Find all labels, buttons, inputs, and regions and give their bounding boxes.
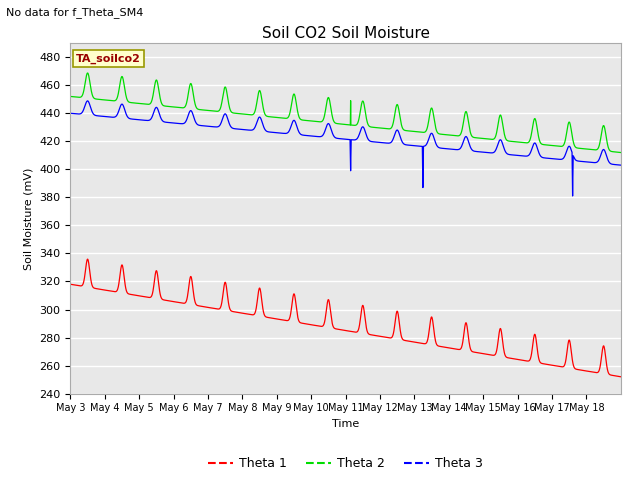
Theta 1 [617,374,625,380]
Theta 3 [588,159,595,165]
Theta 3 [206,123,214,129]
Theta 3 [67,110,74,116]
Text: TA_soilco2: TA_soilco2 [76,54,141,64]
Theta 1 [84,256,92,262]
Theta 3 [267,129,275,135]
Theta 3 [356,128,364,134]
Theta 3 [245,127,253,133]
Line: Theta 2: Theta 2 [70,73,621,153]
Title: Soil CO2 Soil Moisture: Soil CO2 Soil Moisture [262,25,429,41]
Theta 3 [617,162,625,168]
Line: Theta 3: Theta 3 [70,101,621,196]
Y-axis label: Soil Moisture (mV): Soil Moisture (mV) [24,167,34,270]
Theta 1 [356,316,364,322]
Theta 2 [587,146,595,152]
Theta 3 [84,98,92,104]
Theta 1 [245,312,253,317]
Theta 2 [584,146,591,152]
Theta 2 [206,108,214,114]
Legend: Theta 1, Theta 2, Theta 3: Theta 1, Theta 2, Theta 3 [203,453,488,475]
Theta 1 [267,315,275,321]
Theta 2 [617,150,625,156]
Theta 1 [67,281,74,287]
Text: No data for f_Theta_SM4: No data for f_Theta_SM4 [6,7,144,18]
Theta 1 [584,368,591,374]
Theta 2 [356,108,364,114]
Theta 2 [84,70,92,76]
X-axis label: Time: Time [332,419,359,429]
Line: Theta 1: Theta 1 [70,259,621,377]
Theta 3 [584,159,592,165]
Theta 3 [569,193,577,199]
Theta 1 [206,305,214,311]
Theta 1 [587,369,595,375]
Theta 2 [267,114,275,120]
Theta 2 [67,94,74,99]
Theta 2 [245,112,253,118]
